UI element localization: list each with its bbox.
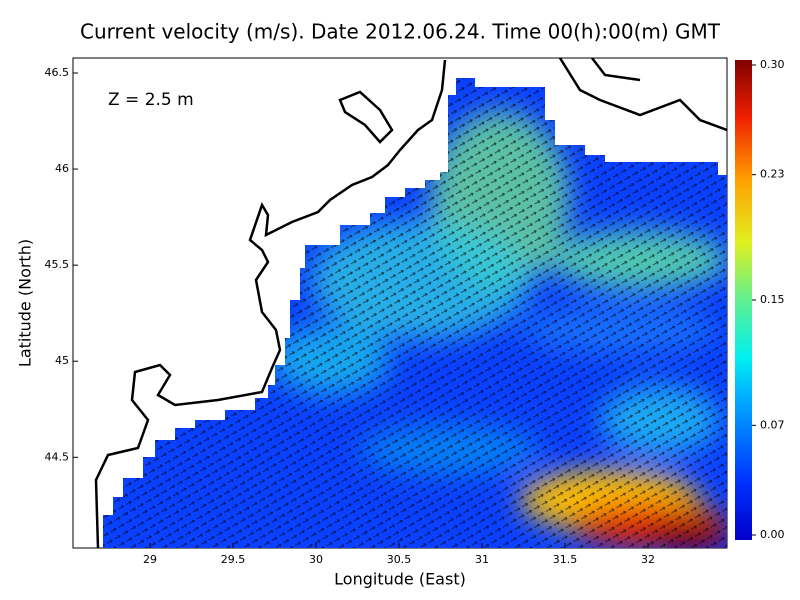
chart-title: Current velocity (m/s). Date 2012.06.24.… xyxy=(80,20,721,44)
y-tick-label: 46 xyxy=(55,162,69,175)
colorbar-tick-label: 0.15 xyxy=(760,293,785,306)
colorbar-tick-label: 0.00 xyxy=(760,528,785,541)
x-tick-label: 30 xyxy=(309,553,323,566)
depth-annotation: Z = 2.5 m xyxy=(108,90,194,110)
y-tick-label: 45.5 xyxy=(45,258,70,271)
x-tick-label: 30.5 xyxy=(387,553,412,566)
x-axis-label: Longitude (East) xyxy=(334,570,466,589)
plot-area: Z = 2.5 m xyxy=(72,57,728,549)
y-tick-label: 46.5 xyxy=(45,66,70,79)
colorbar xyxy=(735,60,752,540)
x-tick-label: 29 xyxy=(143,553,157,566)
x-tick-label: 31 xyxy=(475,553,489,566)
x-tick-label: 29.5 xyxy=(221,553,246,566)
y-axis-label: Latitude (North) xyxy=(16,239,35,367)
y-tick-label: 44.5 xyxy=(45,450,70,463)
x-tick-label: 32 xyxy=(641,553,655,566)
colorbar-tick-label: 0.30 xyxy=(760,58,785,71)
x-tick-label: 31.5 xyxy=(553,553,578,566)
coastline xyxy=(94,57,728,549)
colorbar-tick-label: 0.07 xyxy=(760,418,785,431)
colorbar-tick-label: 0.23 xyxy=(760,168,785,181)
y-tick-label: 45 xyxy=(55,354,69,367)
